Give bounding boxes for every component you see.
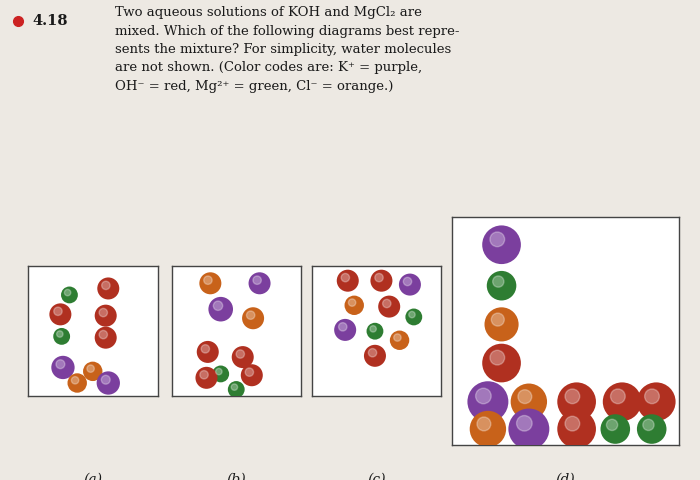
Circle shape (87, 365, 94, 372)
Circle shape (246, 311, 255, 319)
Circle shape (486, 271, 517, 300)
Circle shape (399, 274, 421, 296)
Circle shape (339, 323, 347, 331)
Circle shape (195, 367, 218, 389)
Circle shape (482, 226, 521, 264)
Circle shape (231, 384, 237, 390)
Circle shape (493, 276, 504, 287)
Circle shape (643, 419, 654, 431)
Circle shape (637, 414, 666, 444)
Text: (c): (c) (367, 473, 386, 480)
Circle shape (337, 270, 359, 292)
Circle shape (403, 277, 412, 286)
Circle shape (209, 297, 233, 322)
Text: mixed. Which of the following diagrams best repre-: mixed. Which of the following diagrams b… (115, 24, 459, 37)
Circle shape (216, 368, 222, 375)
Circle shape (374, 274, 383, 282)
Circle shape (248, 272, 271, 294)
Circle shape (200, 371, 208, 379)
Circle shape (606, 419, 617, 431)
Circle shape (71, 377, 79, 384)
Circle shape (102, 281, 110, 289)
Circle shape (508, 408, 550, 449)
Circle shape (393, 334, 401, 341)
Circle shape (344, 296, 364, 315)
Text: Two aqueous solutions of KOH and MgCl₂ are: Two aqueous solutions of KOH and MgCl₂ a… (115, 6, 422, 19)
Circle shape (565, 416, 580, 431)
Circle shape (51, 356, 75, 379)
Circle shape (232, 346, 253, 368)
Circle shape (383, 300, 391, 308)
Text: OH⁻ = red, Mg²⁺ = green, Cl⁻ = orange.): OH⁻ = red, Mg²⁺ = green, Cl⁻ = orange.) (115, 80, 393, 93)
Circle shape (83, 361, 102, 381)
Circle shape (199, 272, 221, 294)
Circle shape (204, 276, 212, 284)
Circle shape (601, 414, 630, 444)
Circle shape (390, 331, 410, 350)
Circle shape (368, 348, 377, 357)
Circle shape (370, 325, 377, 332)
Circle shape (236, 350, 244, 358)
Circle shape (557, 383, 596, 421)
Circle shape (405, 309, 422, 325)
Circle shape (197, 341, 219, 363)
Circle shape (470, 411, 506, 447)
Circle shape (370, 270, 393, 292)
Circle shape (484, 307, 519, 341)
Text: are not shown. (Color codes are: K⁺ = purple,: are not shown. (Color codes are: K⁺ = pu… (115, 61, 422, 74)
Circle shape (214, 301, 223, 311)
Circle shape (491, 313, 504, 326)
Circle shape (482, 344, 521, 383)
Circle shape (637, 383, 676, 421)
Circle shape (341, 274, 349, 282)
Circle shape (94, 305, 117, 327)
Circle shape (245, 368, 253, 376)
Text: (a): (a) (83, 473, 102, 480)
Circle shape (367, 323, 384, 340)
Circle shape (242, 307, 264, 329)
Circle shape (518, 390, 532, 404)
Circle shape (334, 319, 356, 341)
Circle shape (212, 365, 229, 383)
Circle shape (97, 372, 120, 395)
Circle shape (57, 331, 63, 337)
Circle shape (490, 350, 505, 365)
Circle shape (490, 232, 505, 247)
Circle shape (378, 296, 400, 318)
Circle shape (468, 381, 508, 422)
Text: (d): (d) (555, 473, 575, 480)
Circle shape (557, 410, 596, 448)
Circle shape (99, 330, 108, 339)
Circle shape (94, 327, 117, 348)
Circle shape (610, 389, 625, 404)
Circle shape (102, 375, 110, 384)
Circle shape (477, 417, 491, 431)
Circle shape (511, 384, 547, 420)
Circle shape (53, 328, 70, 345)
Circle shape (241, 364, 262, 386)
Circle shape (645, 389, 659, 404)
Circle shape (565, 389, 580, 404)
Circle shape (201, 345, 209, 353)
Circle shape (99, 308, 108, 317)
Circle shape (56, 360, 65, 369)
Circle shape (253, 276, 261, 284)
Text: 4.18: 4.18 (32, 14, 67, 28)
Circle shape (50, 303, 71, 325)
Circle shape (517, 416, 532, 431)
Text: sents the mixture? For simplicity, water molecules: sents the mixture? For simplicity, water… (115, 43, 452, 56)
Circle shape (228, 381, 245, 398)
Circle shape (603, 383, 641, 421)
Circle shape (349, 299, 356, 306)
Circle shape (97, 277, 119, 300)
Circle shape (409, 312, 415, 318)
Circle shape (64, 289, 71, 296)
Circle shape (67, 373, 87, 393)
Circle shape (61, 287, 78, 303)
Circle shape (475, 388, 491, 404)
Text: (b): (b) (226, 473, 246, 480)
Circle shape (364, 345, 386, 367)
Circle shape (54, 307, 62, 315)
